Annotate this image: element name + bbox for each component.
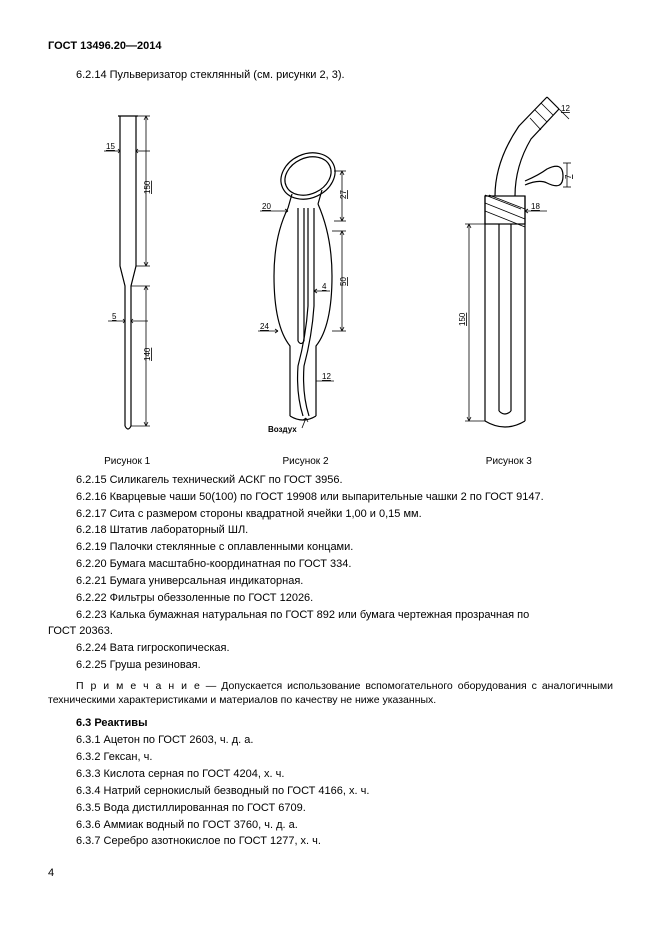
clause: 6.3.2 Гексан, ч. bbox=[48, 750, 613, 765]
fig3-dim-7: 7 bbox=[564, 174, 573, 179]
clause: 6.2.16 Кварцевые чаши 50(100) по ГОСТ 19… bbox=[48, 490, 613, 505]
figure-2-caption: Рисунок 2 bbox=[282, 456, 328, 467]
clause-cont: ГОСТ 20363. bbox=[48, 624, 613, 639]
clause: 6.2.15 Силикагель технический АСКГ по ГО… bbox=[48, 473, 613, 488]
fig2-dim-27: 27 bbox=[339, 189, 348, 198]
note: П р и м е ч а н и е — Допускается исполь… bbox=[48, 679, 613, 707]
clause: 6.3.5 Вода дистиллированная по ГОСТ 6709… bbox=[48, 801, 613, 816]
clause: 6.2.20 Бумага масштабно-координатная по … bbox=[48, 557, 613, 572]
fig3-dim-12: 12 bbox=[561, 104, 570, 113]
figure-1: 15 150 5 bbox=[72, 106, 182, 467]
clause: 6.3.7 Серебро азотнокислое по ГОСТ 1277,… bbox=[48, 834, 613, 849]
clause: 6.2.22 Фильтры обеззоленные по ГОСТ 1202… bbox=[48, 591, 613, 606]
page-number: 4 bbox=[48, 867, 613, 879]
figure-2: 20 24 4 12 bbox=[230, 136, 380, 467]
figure-1-caption: Рисунок 1 bbox=[104, 456, 150, 467]
figure-2-svg: 20 24 4 12 bbox=[230, 136, 380, 446]
figure-3: 12 7 18 bbox=[429, 91, 589, 467]
note-label: П р и м е ч а н и е bbox=[76, 680, 201, 692]
clause: 6.3.6 Аммиак водный по ГОСТ 3760, ч. д. … bbox=[48, 818, 613, 833]
fig1-dim-140: 140 bbox=[143, 347, 152, 361]
figure-1-svg: 15 150 5 bbox=[72, 106, 182, 446]
clauses-upper: 6.2.15 Силикагель технический АСКГ по ГО… bbox=[48, 473, 613, 673]
clauses-lower: 6.3.1 Ацетон по ГОСТ 2603, ч. д. а. 6.3.2… bbox=[48, 733, 613, 849]
fig3-dim-150: 150 bbox=[458, 312, 467, 326]
figures-row: 15 150 5 bbox=[48, 97, 613, 467]
clause: 6.2.25 Груша резиновая. bbox=[48, 658, 613, 673]
clause: 6.2.19 Палочки стеклянные с оплавленными… bbox=[48, 540, 613, 555]
fig2-air-label: Воздух bbox=[268, 425, 297, 434]
figure-3-caption: Рисунок 3 bbox=[486, 456, 532, 467]
page: ГОСТ 13496.20—2014 6.2.14 Пульверизатор … bbox=[0, 0, 661, 909]
fig2-dim-24: 24 bbox=[260, 322, 269, 331]
fig3-dim-18: 18 bbox=[531, 202, 540, 211]
clause: 6.2.23 Калька бумажная натуральная по ГО… bbox=[48, 608, 613, 623]
doc-header: ГОСТ 13496.20—2014 bbox=[48, 40, 613, 52]
clause-6-2-14: 6.2.14 Пульверизатор стеклянный (см. рис… bbox=[48, 68, 613, 83]
clause: 6.3.4 Натрий сернокислый безводный по ГО… bbox=[48, 784, 613, 799]
fig2-dim-50: 50 bbox=[339, 276, 348, 285]
figure-3-svg: 12 7 18 bbox=[429, 91, 589, 446]
fig2-dim-20: 20 bbox=[262, 202, 271, 211]
clause: 6.2.18 Штатив лабораторный ШЛ. bbox=[48, 523, 613, 538]
clause: 6.3.3 Кислота серная по ГОСТ 4204, х. ч. bbox=[48, 767, 613, 782]
clause: 6.2.21 Бумага универсальная индикаторная… bbox=[48, 574, 613, 589]
clause: 6.2.17 Сита с размером стороны квадратно… bbox=[48, 507, 613, 522]
fig1-dim-150: 150 bbox=[143, 180, 152, 194]
fig2-dim-4: 4 bbox=[322, 282, 327, 291]
fig1-dim-5: 5 bbox=[112, 312, 117, 321]
clause: 6.3.1 Ацетон по ГОСТ 2603, ч. д. а. bbox=[48, 733, 613, 748]
clause: 6.2.24 Вата гигроскопическая. bbox=[48, 641, 613, 656]
fig2-dim-12: 12 bbox=[322, 372, 331, 381]
fig1-dim-15: 15 bbox=[106, 142, 115, 151]
section-6-3-title: 6.3 Реактивы bbox=[48, 717, 613, 729]
